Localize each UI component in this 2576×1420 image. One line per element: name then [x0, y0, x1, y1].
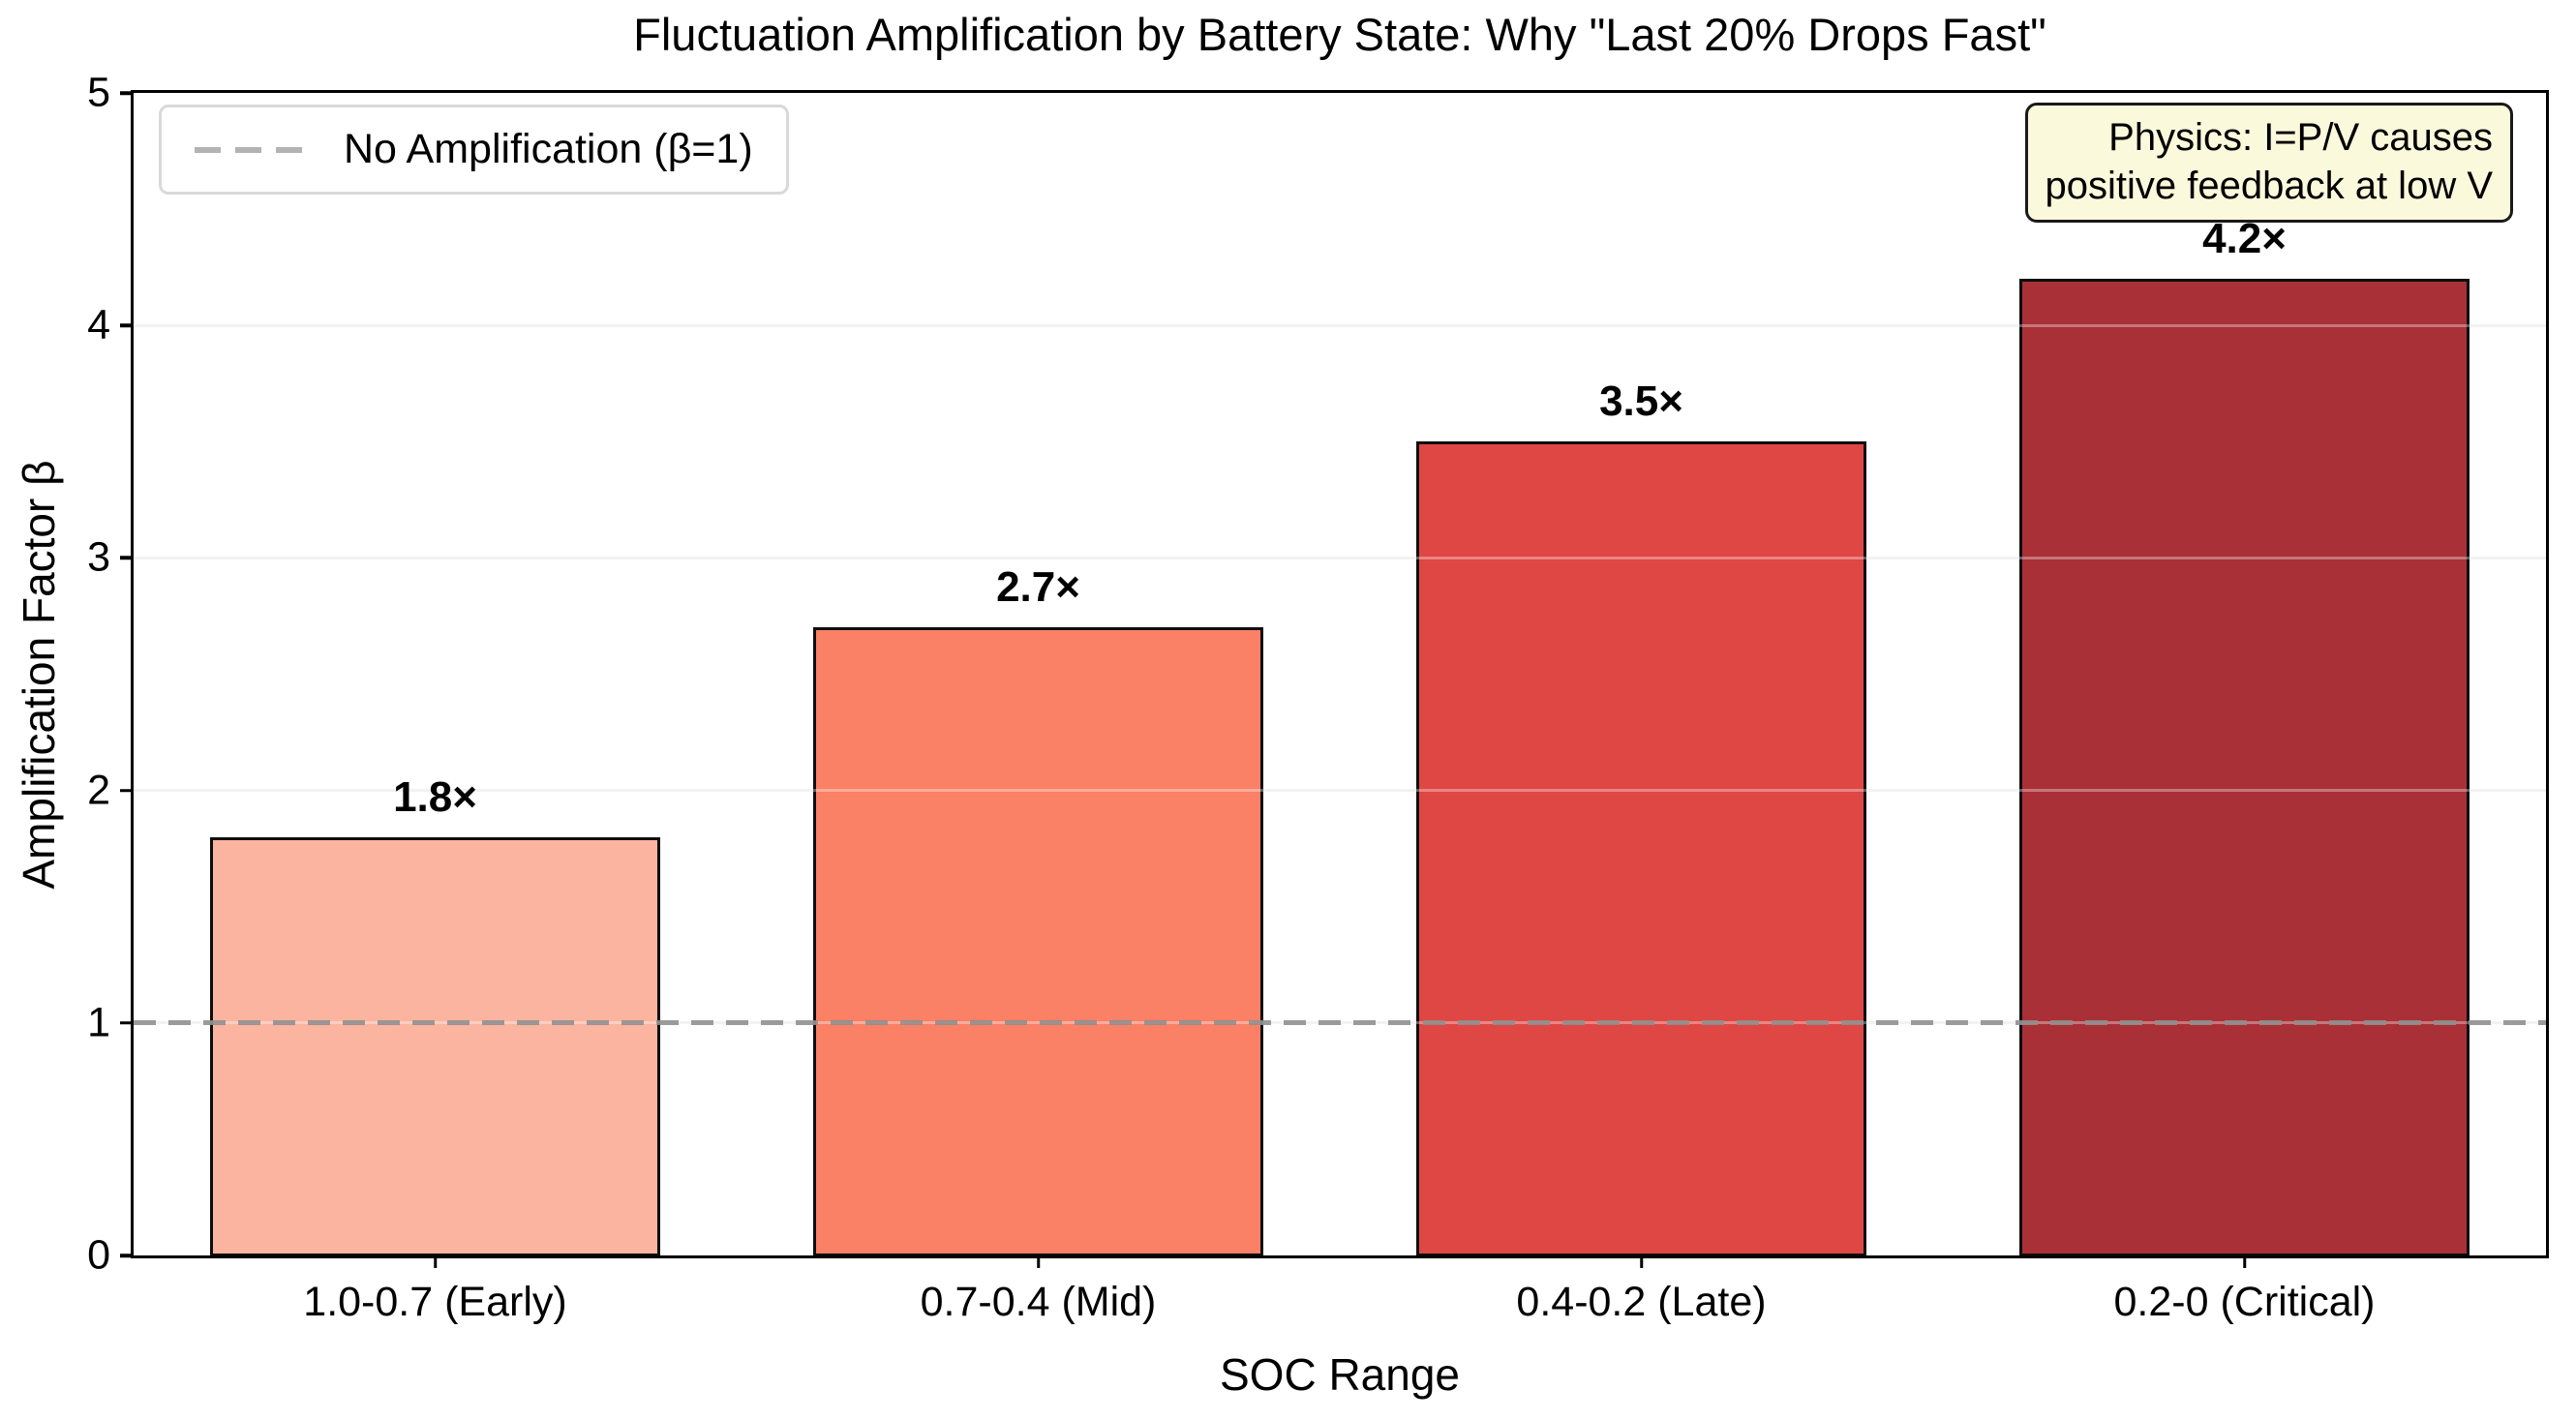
gridline-overlay	[134, 789, 2546, 793]
x-axis-label: SOC Range	[1219, 1349, 1460, 1400]
legend-label: No Amplification (β=1)	[344, 126, 753, 172]
y-tick-label: 4	[87, 301, 110, 348]
bar-value-label: 4.2×	[2202, 215, 2287, 263]
x-axis-tick	[2242, 1255, 2247, 1268]
dashed-line-icon	[195, 146, 311, 153]
y-tick-label: 3	[87, 533, 110, 581]
bar	[2019, 279, 2470, 1255]
annotation-line-1: Physics: I=P/V causes	[2108, 116, 2493, 159]
y-tick-label: 2	[87, 767, 110, 814]
legend: No Amplification (β=1)	[159, 105, 789, 195]
gridline	[134, 789, 2546, 793]
gridline-overlay	[134, 323, 2546, 327]
gridline	[134, 556, 2546, 559]
y-tick-label: 1	[87, 999, 110, 1046]
bar-value-label: 2.7×	[996, 563, 1080, 612]
y-tick-label: 0	[87, 1231, 110, 1279]
x-axis-tick	[433, 1255, 438, 1268]
bar-value-label: 3.5×	[1599, 378, 1683, 426]
annotation-box: Physics: I=P/V causes positive feedback …	[2024, 103, 2513, 223]
x-axis-tick	[1639, 1255, 1644, 1268]
plot-area: No Amplification (β=1) Physics: I=P/V ca…	[87, 70, 2549, 1325]
x-tick-label: 1.0-0.7 (Early)	[303, 1279, 567, 1325]
y-axis-tick	[120, 556, 134, 560]
annotation-line-2: positive feedback at low V	[2045, 165, 2493, 207]
gridline	[134, 323, 2546, 327]
y-axis-tick	[120, 1254, 134, 1257]
bar	[1416, 441, 1866, 1255]
x-axis-tick	[1036, 1255, 1041, 1268]
bar	[813, 627, 1263, 1255]
y-tick-label: 5	[87, 69, 110, 116]
y-axis-tick	[120, 788, 134, 793]
x-tick-label: 0.2-0 (Critical)	[2113, 1279, 2376, 1325]
bar	[210, 836, 660, 1255]
y-axis-tick	[120, 1021, 134, 1025]
bar-value-label: 1.8×	[393, 772, 477, 821]
y-axis-label: Amplification Factor β	[14, 460, 64, 890]
chart-title: Fluctuation Amplification by Battery Sta…	[633, 9, 2046, 60]
gridline-overlay	[134, 556, 2546, 559]
x-tick-label: 0.4-0.2 (Late)	[1516, 1279, 1767, 1325]
y-axis-tick	[120, 323, 134, 327]
no-amplification-reference-line	[134, 1020, 2546, 1026]
y-axis-tick	[120, 91, 134, 95]
x-tick-label: 0.7-0.4 (Mid)	[920, 1279, 1157, 1325]
